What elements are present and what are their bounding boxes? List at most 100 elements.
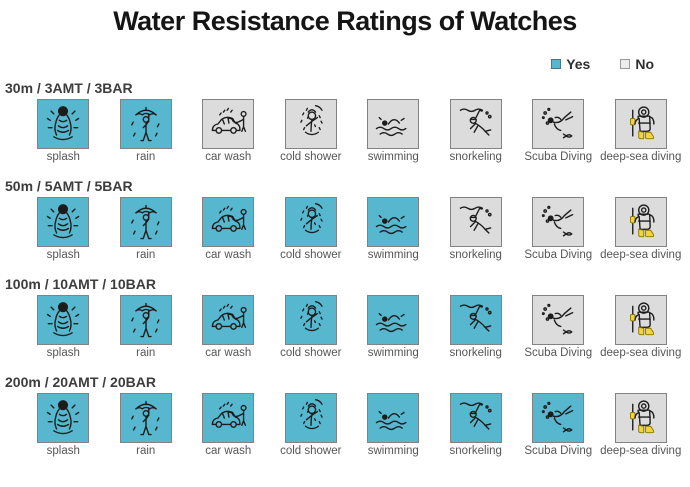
activity-label: swimming <box>367 249 419 261</box>
deep-sea-diving-icon <box>618 200 664 244</box>
activity-label: snorkeling <box>449 347 502 359</box>
activity-label: snorkeling <box>449 151 502 163</box>
activity-cell: deep-sea diving <box>600 393 683 457</box>
activity-label: splash <box>46 347 80 359</box>
activity-label: splash <box>46 151 80 163</box>
icon-box <box>532 393 585 443</box>
icon-box <box>367 393 420 443</box>
rating-row: 50m / 5AMT / 5BAR splash rain car wash c… <box>0 178 690 261</box>
swimming-icon <box>370 102 416 146</box>
car-wash-icon <box>205 200 251 244</box>
row-label: 50m / 5AMT / 5BAR <box>5 178 133 194</box>
icon-box <box>532 197 585 247</box>
snorkeling-icon <box>453 102 499 146</box>
activity-cell: rain <box>105 99 188 163</box>
legend: Yes No <box>551 56 654 72</box>
activity-label: deep-sea diving <box>600 151 682 163</box>
activity-cell: rain <box>105 393 188 457</box>
activity-label: rain <box>136 445 156 457</box>
rain-icon <box>123 102 169 146</box>
scuba-diving-icon <box>535 200 581 244</box>
deep-sea-diving-icon <box>618 102 664 146</box>
rain-icon <box>123 396 169 440</box>
rain-icon <box>123 298 169 342</box>
yes-label: Yes <box>566 56 591 72</box>
cold-shower-icon <box>288 102 334 146</box>
ratings-rows: 30m / 3AMT / 3BAR splash rain car wash c… <box>0 80 690 472</box>
activity-label: splash <box>46 249 80 261</box>
swimming-icon <box>370 298 416 342</box>
activity-cell: car wash <box>187 295 270 359</box>
yes-swatch-icon <box>551 59 562 69</box>
activity-cell: cold shower <box>270 197 353 261</box>
swimming-icon <box>370 200 416 244</box>
icon-box <box>284 295 337 345</box>
activity-cell: cold shower <box>270 99 353 163</box>
car-wash-icon <box>205 396 251 440</box>
icon-box <box>119 99 172 149</box>
car-wash-icon <box>205 298 251 342</box>
icon-box <box>614 295 667 345</box>
cold-shower-icon <box>288 396 334 440</box>
activity-label: deep-sea diving <box>600 347 682 359</box>
icon-box <box>532 295 585 345</box>
activity-label: rain <box>136 347 156 359</box>
icon-box <box>119 197 172 247</box>
activity-cell: swimming <box>352 295 435 359</box>
legend-item-yes: Yes <box>551 56 590 72</box>
icon-box <box>449 295 502 345</box>
activity-cell: cold shower <box>270 393 353 457</box>
activity-label: deep-sea diving <box>600 445 682 457</box>
splash-icon <box>40 298 86 342</box>
activity-cell: splash <box>22 393 105 457</box>
icon-box <box>119 393 172 443</box>
activity-label: deep-sea diving <box>600 249 682 261</box>
activity-cell: snorkeling <box>435 393 518 457</box>
row-cells: splash rain car wash cold shower swimmin… <box>22 295 682 359</box>
activity-label: rain <box>136 151 156 163</box>
swimming-icon <box>370 396 416 440</box>
activity-label: Scuba Diving <box>524 151 593 163</box>
scuba-diving-icon <box>535 396 581 440</box>
activity-cell: swimming <box>352 99 435 163</box>
activity-label: snorkeling <box>449 445 502 457</box>
activity-cell: car wash <box>187 393 270 457</box>
activity-cell: splash <box>22 295 105 359</box>
icon-box <box>449 99 502 149</box>
deep-sea-diving-icon <box>618 396 664 440</box>
activity-label: car wash <box>205 445 252 457</box>
icon-box <box>119 295 172 345</box>
activity-label: Scuba Diving <box>524 249 593 261</box>
icon-box <box>532 99 585 149</box>
activity-label: cold shower <box>280 445 342 457</box>
no-swatch-icon <box>620 59 631 69</box>
icon-box <box>449 393 502 443</box>
no-label: No <box>635 56 654 72</box>
icon-box <box>367 99 420 149</box>
icon-box <box>367 197 420 247</box>
cold-shower-icon <box>288 298 334 342</box>
icon-box <box>614 99 667 149</box>
activity-cell: Scuba Diving <box>517 295 600 359</box>
rating-row: 100m / 10AMT / 10BAR splash rain car was… <box>0 276 690 359</box>
scuba-diving-icon <box>535 102 581 146</box>
activity-label: cold shower <box>280 347 342 359</box>
snorkeling-icon <box>453 298 499 342</box>
activity-label: swimming <box>367 347 419 359</box>
activity-label: cold shower <box>280 151 342 163</box>
activity-cell: car wash <box>187 99 270 163</box>
row-cells: splash rain car wash cold shower swimmin… <box>22 197 682 261</box>
activity-cell: Scuba Diving <box>517 393 600 457</box>
row-cells: splash rain car wash cold shower swimmin… <box>22 99 682 163</box>
icon-box <box>202 393 255 443</box>
activity-cell: snorkeling <box>435 197 518 261</box>
splash-icon <box>40 200 86 244</box>
splash-icon <box>40 102 86 146</box>
icon-box <box>37 99 90 149</box>
icon-box <box>202 99 255 149</box>
icon-box <box>284 393 337 443</box>
legend-item-no: No <box>620 56 654 72</box>
car-wash-icon <box>205 102 251 146</box>
activity-label: car wash <box>205 249 252 261</box>
activity-cell: snorkeling <box>435 99 518 163</box>
